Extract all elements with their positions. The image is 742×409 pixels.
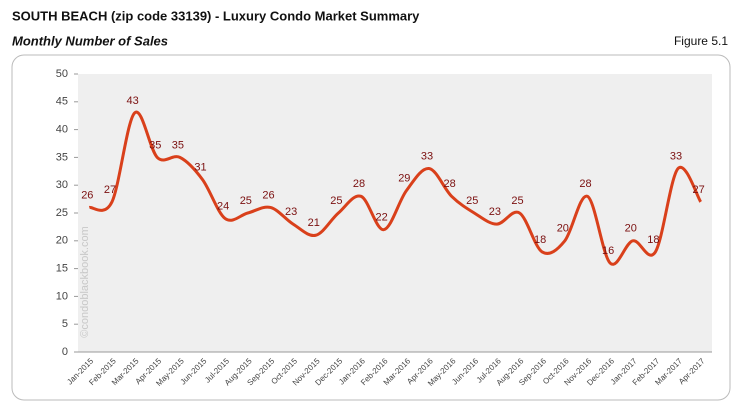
figure-label: Figure 5.1 (674, 34, 728, 48)
data-label: 43 (126, 95, 138, 107)
y-tick-label: 25 (56, 207, 68, 219)
data-label: 24 (217, 200, 229, 212)
data-label: 23 (489, 206, 501, 218)
chart-subtitle: Monthly Number of Sales (12, 33, 168, 48)
y-tick-label: 35 (56, 151, 68, 163)
y-tick-label: 45 (56, 96, 68, 108)
data-label: 31 (194, 162, 206, 174)
y-tick-label: 30 (56, 179, 68, 191)
data-label: 33 (421, 150, 433, 162)
data-label: 22 (376, 212, 388, 224)
y-tick-label: 50 (56, 68, 68, 80)
data-label: 35 (149, 139, 161, 151)
data-label: 16 (602, 245, 614, 257)
data-label: 26 (81, 189, 93, 201)
data-label: 28 (443, 178, 455, 190)
data-label: 25 (466, 195, 478, 207)
data-label: 18 (647, 234, 659, 246)
y-tick-label: 10 (56, 290, 68, 302)
data-label: 28 (579, 178, 591, 190)
data-label: 25 (511, 195, 523, 207)
data-label: 28 (353, 178, 365, 190)
data-label: 29 (398, 173, 410, 185)
data-label: 20 (625, 223, 637, 235)
y-tick-label: 15 (56, 263, 68, 275)
data-label: 26 (262, 189, 274, 201)
data-label: 27 (693, 184, 705, 196)
chart-title: SOUTH BEACH (zip code 33139) - Luxury Co… (12, 8, 420, 23)
data-label: 25 (330, 195, 342, 207)
data-label: 18 (534, 234, 546, 246)
data-label: 23 (285, 206, 297, 218)
y-tick-label: 20 (56, 235, 68, 247)
series-line (88, 110, 702, 266)
data-label: 35 (172, 139, 184, 151)
data-label: 27 (104, 184, 116, 196)
y-tick-label: 0 (62, 346, 68, 358)
data-label: 20 (557, 223, 569, 235)
watermark: ©condoblackbook.com (79, 226, 91, 337)
data-label: 25 (240, 195, 252, 207)
y-tick-label: 5 (62, 318, 68, 330)
data-label: 33 (670, 150, 682, 162)
y-tick-label: 40 (56, 124, 68, 136)
data-label: 21 (308, 217, 320, 229)
